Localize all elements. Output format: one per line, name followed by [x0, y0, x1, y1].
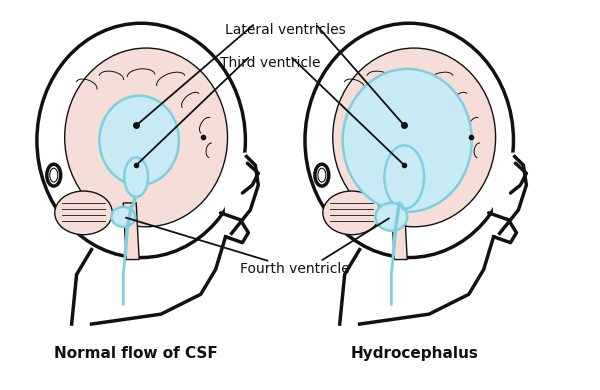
Ellipse shape	[65, 48, 227, 227]
Text: Lateral ventricles: Lateral ventricles	[225, 23, 346, 37]
Ellipse shape	[305, 23, 514, 257]
Ellipse shape	[124, 157, 148, 197]
Polygon shape	[123, 203, 139, 259]
Ellipse shape	[376, 203, 407, 231]
Ellipse shape	[385, 145, 424, 209]
Ellipse shape	[100, 96, 179, 185]
Ellipse shape	[112, 207, 135, 227]
Text: Normal flow of CSF: Normal flow of CSF	[55, 346, 218, 361]
Ellipse shape	[333, 48, 496, 227]
Ellipse shape	[37, 23, 245, 257]
Text: Fourth ventricle: Fourth ventricle	[240, 262, 350, 275]
Polygon shape	[391, 203, 407, 259]
Ellipse shape	[323, 191, 380, 235]
Text: Hydrocephalus: Hydrocephalus	[350, 346, 478, 361]
Polygon shape	[226, 153, 258, 235]
Ellipse shape	[47, 164, 61, 186]
Ellipse shape	[55, 191, 112, 235]
Polygon shape	[494, 153, 526, 235]
Ellipse shape	[315, 164, 329, 186]
Text: Third ventricle: Third ventricle	[220, 56, 320, 70]
Ellipse shape	[343, 69, 472, 212]
